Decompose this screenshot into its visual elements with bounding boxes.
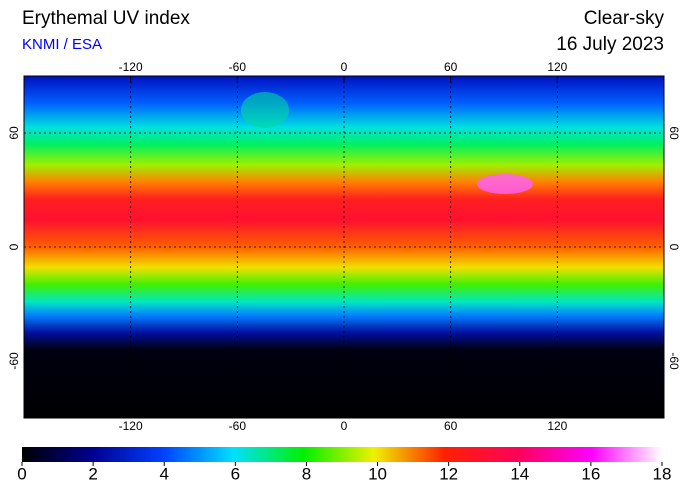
lat-tick-label: 60 [7,126,21,140]
condition: Clear-sky [584,8,665,29]
lon-tick-label: 0 [341,419,348,433]
date: 16 July 2023 [556,34,664,55]
lon-tick-label: -60 [229,60,247,74]
title: Erythemal UV index [22,8,190,29]
lon-tick-label: -120 [119,419,143,433]
lat-tick-label: -60 [7,352,21,370]
lon-tick-label: -120 [119,60,143,74]
greenland [241,92,289,128]
colorbar-tick-label: 0 [17,464,26,483]
lat-tick-label: -60 [667,352,681,370]
lon-tick-label: 0 [341,60,348,74]
colorbar-tick-label: 14 [510,464,529,483]
colorbar-tick-label: 10 [368,464,387,483]
colorbar [22,447,662,462]
colorbar-tick-label: 6 [231,464,240,483]
colorbar-tick-label: 16 [581,464,600,483]
lon-tick-label: 120 [547,419,567,433]
lat-tick-label: 0 [7,243,21,250]
colorbar-tick-label: 8 [302,464,311,483]
lon-tick-label: 60 [444,419,458,433]
lon-tick-label: 60 [444,60,458,74]
lat-tick-label: 60 [667,126,681,140]
lat-tick-label: 0 [667,244,681,251]
colorbar-tick-label: 12 [439,464,458,483]
colorbar-tick-label: 4 [159,464,168,483]
lon-tick-label: -60 [229,419,247,433]
colorbar-tick-label: 18 [653,464,672,483]
source: KNMI / ESA [22,36,102,53]
colorbar-tick-label: 2 [88,464,97,483]
uv-hotspot [477,174,533,194]
lon-tick-label: 120 [547,60,567,74]
